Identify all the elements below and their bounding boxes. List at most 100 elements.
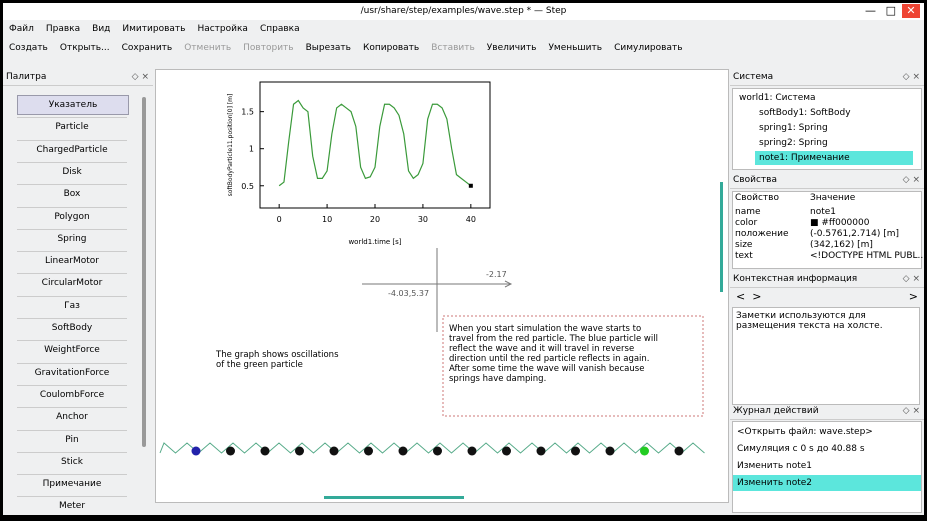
page: /usr/share/step/examples/wave.step * — S… — [0, 0, 927, 521]
palette-panel: Палитра ◇ × Указатель Particle ChargedParti… — [3, 69, 153, 515]
properties-table: СвойствоЗначениеnamenote1color■ #ff00000… — [732, 191, 922, 269]
note-text: The graph shows oscillations — [215, 350, 339, 360]
tree-item[interactable]: note1: Примечание — [755, 151, 913, 165]
toolbar-button[interactable]: Сохранить — [122, 43, 173, 53]
action-log: <Открыть файл: wave.step>Симуляция с 0 s… — [732, 421, 922, 513]
palette-item[interactable]: Pin — [17, 430, 127, 449]
scrollbar[interactable] — [142, 97, 146, 447]
palette-item[interactable]: SoftBody — [17, 318, 127, 337]
panel-controls[interactable]: ◇ × — [132, 69, 149, 85]
x-tick-label: 20 — [370, 215, 380, 224]
particle — [433, 447, 442, 456]
palette-list: Указатель Particle ChargedParticle Disk Box P… — [3, 87, 143, 507]
tree-item[interactable]: world1: Система — [735, 91, 820, 105]
particle — [502, 447, 511, 456]
palette-item[interactable]: Polygon — [17, 207, 127, 226]
note-text: springs have damping. — [449, 374, 546, 384]
x-axis-label: world1.time [s] — [348, 238, 401, 246]
panel-header: Свойства ◇ × — [730, 172, 924, 189]
menu-item[interactable]: Настройка — [197, 24, 248, 34]
particle — [606, 447, 615, 456]
table-cell[interactable]: ■ #ff000000 — [810, 218, 869, 228]
y-tick-label: 1.5 — [241, 108, 254, 117]
table-cell: color — [735, 218, 757, 228]
palette-item[interactable]: CoulombForce — [17, 385, 127, 404]
panel-controls[interactable]: ◇ × — [903, 69, 920, 85]
panel-controls[interactable]: ◇ × — [903, 403, 920, 419]
object-tree: world1: СистемаsoftBody1: SoftBodyspring… — [732, 88, 922, 170]
tree-item[interactable]: softBody1: SoftBody — [755, 106, 855, 120]
note-text: of the green particle — [216, 360, 303, 370]
particle — [675, 447, 684, 456]
palette-item[interactable]: Meter — [17, 496, 127, 515]
palette-item[interactable]: Stick — [17, 452, 127, 471]
log-item[interactable]: Симуляция с 0 s до 40.88 s — [733, 441, 921, 457]
menu-item[interactable]: Правка — [46, 24, 80, 34]
palette-item[interactable]: Particle — [17, 117, 127, 136]
tree-item[interactable]: spring1: Spring — [755, 121, 832, 135]
table-cell: text — [735, 251, 753, 261]
table-cell[interactable]: (342,162) [m] — [810, 240, 873, 250]
menu-item[interactable]: Имитировать — [122, 24, 185, 34]
toolbar-button[interactable]: Создать — [9, 43, 48, 53]
table-cell[interactable]: note1 — [810, 207, 836, 217]
palette-item[interactable]: GravitationForce — [17, 363, 127, 382]
toolbar-button: Повторить — [243, 43, 293, 53]
toolbar-button[interactable]: Симулировать — [614, 43, 682, 53]
note-text: travel from the red particle. The blue p… — [449, 334, 658, 344]
menu-item[interactable]: Вид — [92, 24, 110, 34]
note-text: reflect the wave and it will travel in r… — [449, 344, 634, 354]
panel-controls[interactable]: ◇ × — [903, 172, 920, 188]
panel-controls[interactable]: ◇ × — [903, 271, 920, 287]
x-tick-label: 30 — [418, 215, 428, 224]
log-item[interactable]: <Открыть файл: wave.step> — [733, 424, 921, 440]
toolbar-button[interactable]: Открыть... — [60, 43, 110, 53]
toolbar-button[interactable]: Копировать — [363, 43, 419, 53]
palette-item[interactable]: ChargedParticle — [17, 140, 127, 159]
menu-item[interactable]: Файл — [9, 24, 34, 34]
panel-title: Журнал действий — [733, 406, 819, 416]
particle — [295, 447, 304, 456]
toolbar-button[interactable]: Увеличить — [487, 43, 537, 53]
palette-item[interactable]: Примечание — [17, 474, 127, 493]
particle — [330, 447, 339, 456]
palette-item[interactable]: Disk — [17, 162, 127, 181]
palette-item[interactable]: Spring — [17, 229, 127, 248]
log-item[interactable]: Изменить note1 — [733, 458, 921, 474]
table-cell[interactable]: <!DOCTYPE HTML PUBL... — [810, 251, 924, 261]
palette-item[interactable]: CircularMotor — [17, 273, 127, 292]
context-text: Заметки используются для размещения текс… — [736, 311, 883, 331]
x-tick-label: 10 — [322, 215, 332, 224]
axis-label: -2.17 — [486, 270, 507, 279]
toolbar-button[interactable]: Уменьшить — [548, 43, 602, 53]
tree-item[interactable]: spring2: Spring — [755, 136, 832, 150]
window: /usr/share/step/examples/wave.step * — S… — [3, 3, 924, 515]
minimize[interactable]: — — [865, 4, 876, 17]
panel-header: Журнал действий ◇ × — [730, 403, 924, 420]
toolbar-button[interactable]: Вырезать — [306, 43, 351, 53]
table-header: Значение — [810, 193, 855, 203]
y-tick-label: 0.5 — [241, 182, 254, 191]
log-item[interactable]: Изменить note2 — [733, 475, 921, 491]
panel-title: Свойства — [733, 175, 777, 185]
maximize[interactable]: □ — [886, 4, 896, 17]
palette-item[interactable]: Box — [17, 184, 127, 203]
particle — [399, 447, 408, 456]
close[interactable]: ✕ — [902, 4, 920, 18]
palette-item[interactable]: Anchor — [17, 407, 127, 426]
x-tick-label: 40 — [466, 215, 476, 224]
particle — [640, 447, 649, 456]
window-title: /usr/share/step/examples/wave.step * — S… — [3, 3, 924, 20]
nav-forward[interactable]: > — [909, 290, 918, 303]
menu-item[interactable]: Справка — [260, 24, 300, 34]
palette-item[interactable]: WeightForce — [17, 340, 127, 359]
table-cell[interactable]: (-0.5761,2.714) [m] — [810, 229, 899, 239]
table-cell: положение — [735, 229, 789, 239]
palette-item[interactable]: Указатель — [17, 95, 129, 115]
palette-item[interactable]: Газ — [17, 296, 127, 315]
nav-buttons[interactable]: < > — [736, 290, 761, 303]
panel-title: Палитра — [6, 72, 46, 82]
y-axis-label: softBodyParticle11.position[0] [m] — [227, 94, 234, 197]
palette-item[interactable]: LinearMotor — [17, 251, 127, 270]
